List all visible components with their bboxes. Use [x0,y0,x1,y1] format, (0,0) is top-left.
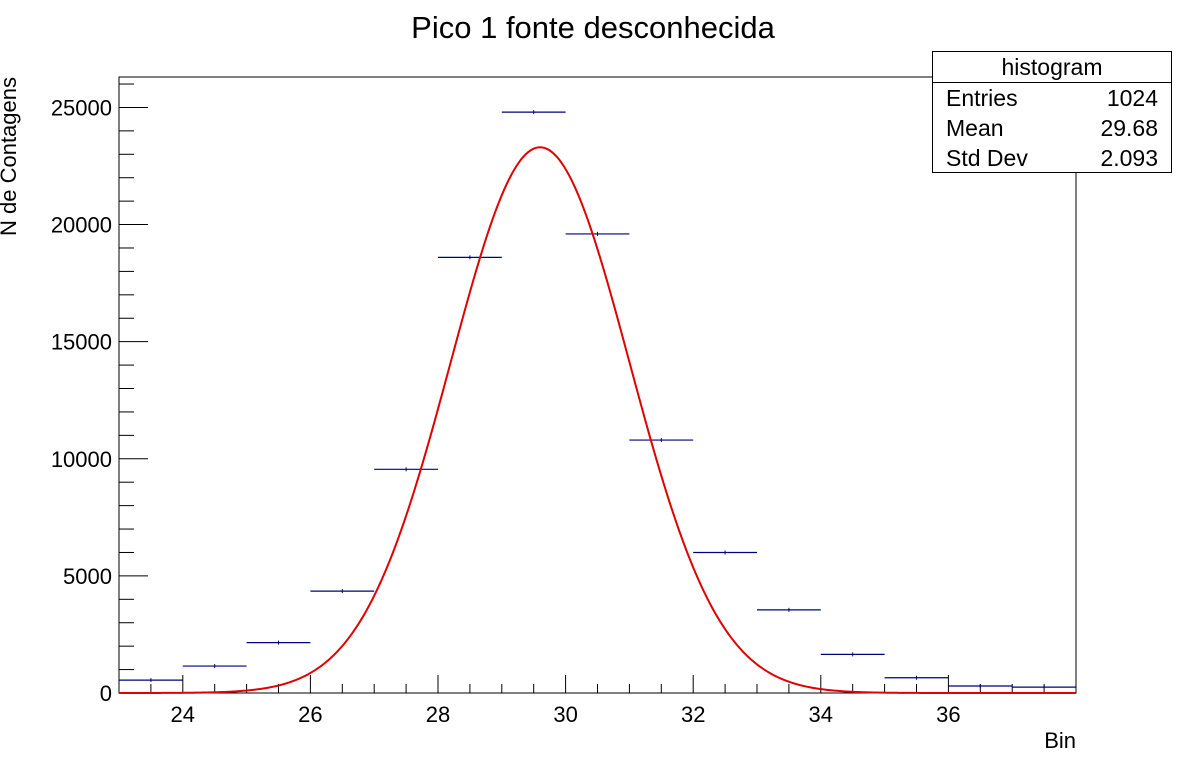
histogram-bin [182,664,247,669]
histogram-bin [629,438,694,443]
histogram-bin [438,255,502,260]
x-tick-label: 36 [936,702,960,727]
stats-label: Mean [946,115,1004,141]
x-tick-label: 26 [298,702,322,727]
stats-box: histogram Entries 1024 Mean 29.68 Std De… [932,51,1172,173]
stats-row-mean: Mean 29.68 [933,113,1171,143]
x-tick-label: 30 [553,702,577,727]
histogram-bin [310,589,375,594]
fit-curve [119,146,1076,694]
histogram-bin [374,467,438,472]
stats-label: Std Dev [946,145,1028,171]
y-tick-label: 10000 [51,447,112,472]
stats-row-stddev: Std Dev 2.093 [933,143,1171,173]
chart-title: Pico 1 fonte desconhecida [411,10,775,45]
y-tick-label: 5000 [63,564,112,589]
y-tick-label: 20000 [51,213,112,238]
stats-value: 2.093 [1100,145,1158,171]
y-tick-label: 25000 [51,95,112,120]
stats-value: 29.68 [1100,115,1158,141]
x-tick-label: 24 [171,702,195,727]
stats-row-entries: Entries 1024 [933,83,1171,113]
histogram-bin [820,652,885,657]
x-tick-label: 32 [681,702,705,727]
histogram-bin [501,110,566,115]
y-axis-label: N de Contagens [0,77,21,236]
y-tick-label: 15000 [51,330,112,355]
histogram-bin [884,675,949,680]
x-tick-label: 34 [809,702,833,727]
y-tick-label: 0 [100,681,112,706]
stats-value: 1024 [1106,85,1158,111]
histogram-bin [119,678,183,683]
x-tick-label: 28 [426,702,450,727]
histogram-bin [757,607,821,612]
histogram-bin [246,640,311,645]
histogram-bin [565,231,630,236]
y-axis: 0 5000 10000 15000 20000 25000 [51,83,148,706]
stats-label: Entries [946,85,1018,111]
histogram-bins [119,110,1076,690]
x-axis-label: Bin [1044,728,1076,753]
histogram-bin [693,550,757,555]
histogram-bin [1012,685,1076,690]
stats-title: histogram [933,52,1171,83]
histogram-bin [948,683,1013,688]
x-axis: 24 26 28 30 32 34 36 [118,675,1077,727]
